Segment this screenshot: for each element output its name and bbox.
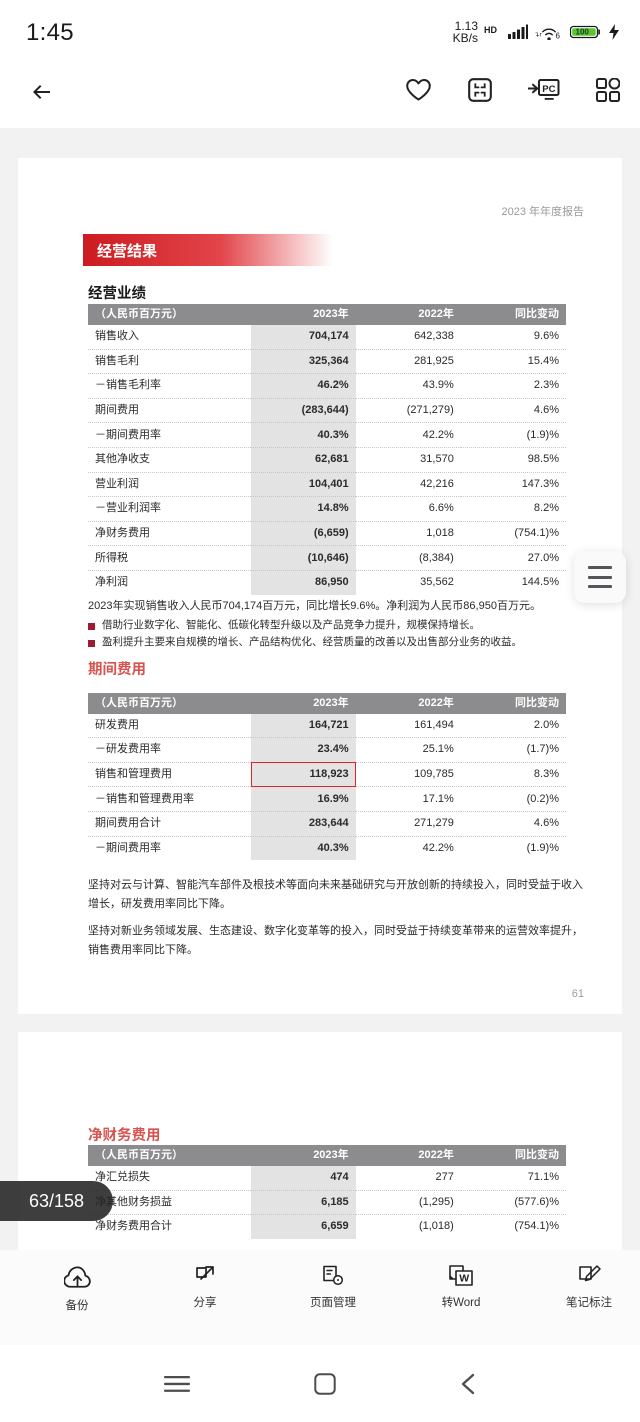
svg-text:PC: PC (542, 84, 555, 95)
svg-text:6: 6 (556, 32, 561, 41)
svg-text:W: W (459, 1273, 469, 1285)
svg-text:↴r: ↴r (534, 32, 542, 39)
svg-text:100: 100 (576, 28, 590, 37)
svg-text:HD: HD (484, 25, 497, 35)
